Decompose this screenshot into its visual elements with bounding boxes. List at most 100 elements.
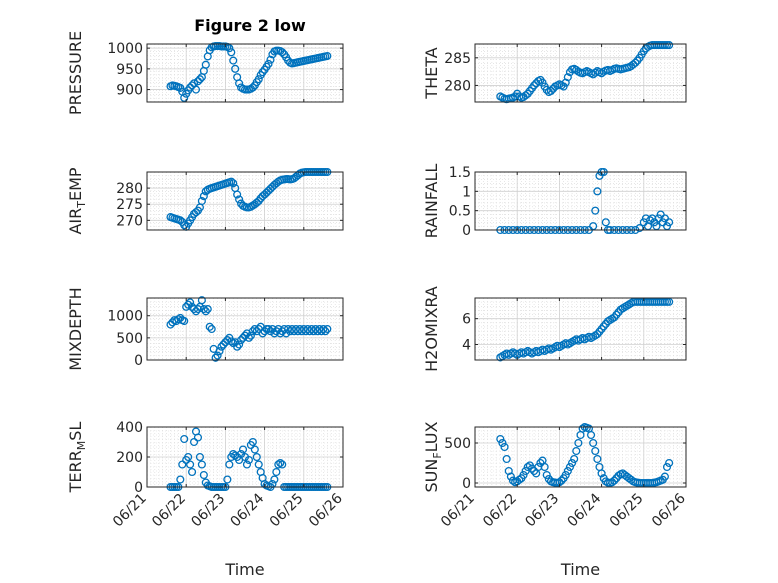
y-tick-label: 0.5 — [449, 204, 471, 220]
data-point — [660, 472, 669, 481]
y-tick-label: 4 — [462, 338, 471, 354]
data-point — [586, 430, 596, 440]
y-axis-label: SUNFLUX — [422, 421, 444, 492]
data-point — [559, 82, 568, 91]
axes-box — [146, 297, 344, 361]
y-tick-label: 0 — [134, 480, 143, 496]
data-point — [252, 452, 261, 462]
y-axis-label: TERRMSL — [66, 422, 88, 494]
data-point — [276, 458, 285, 468]
data-point — [229, 56, 238, 65]
data-point — [500, 442, 509, 452]
y-tick-label: 280 — [444, 78, 471, 94]
data-point — [244, 455, 253, 465]
data-point — [519, 470, 528, 480]
data-point — [530, 81, 539, 90]
data-point — [570, 454, 579, 464]
y-tick-label: 500 — [116, 331, 143, 347]
y-tick-label: 270 — [116, 213, 143, 229]
data-point — [197, 196, 206, 206]
data-point — [199, 192, 208, 201]
y-tick-label: 200 — [116, 450, 143, 466]
data-point — [627, 475, 636, 484]
data-point — [496, 434, 505, 444]
data-point — [176, 475, 185, 484]
data-point — [506, 472, 515, 481]
y-tick-label: 500 — [444, 436, 471, 452]
axes-box — [146, 43, 344, 103]
x-axis-label: Time — [224, 560, 264, 579]
data-point — [217, 342, 226, 351]
data-point — [591, 206, 600, 215]
data-point — [563, 73, 572, 82]
y-tick-label: 1 — [462, 184, 471, 200]
figure-title: Figure 2 low — [194, 16, 306, 35]
data-point — [272, 327, 281, 336]
data-point — [254, 75, 263, 84]
axes-box — [146, 171, 344, 231]
data-point — [665, 458, 674, 468]
data-point — [608, 478, 617, 487]
data-point — [197, 296, 206, 305]
data-point — [231, 64, 240, 73]
data-point — [189, 437, 199, 447]
data-point — [270, 329, 279, 338]
data-point — [246, 331, 255, 340]
data-point — [223, 475, 232, 484]
data-point — [250, 445, 259, 454]
data-point — [244, 333, 253, 342]
data-point — [201, 60, 210, 69]
data-point — [278, 460, 287, 469]
data-point — [662, 462, 672, 472]
data-point — [264, 59, 273, 68]
data-point — [282, 329, 291, 338]
data-point — [274, 460, 283, 469]
y-axis-label: H2OMIXRA — [422, 286, 441, 372]
axes-box — [474, 43, 687, 103]
data-point — [591, 446, 600, 456]
data-point — [184, 452, 193, 462]
y-tick-label: 0 — [462, 223, 471, 239]
y-tick-label: 0 — [462, 476, 471, 492]
subplot-5: 0 500 1000 MIXDEPTH — [66, 287, 344, 371]
y-tick-label: 1000 — [107, 309, 143, 325]
data-point — [610, 476, 619, 485]
data-point — [574, 438, 583, 448]
data-point — [197, 460, 206, 469]
data-point — [199, 305, 208, 314]
data-point — [176, 216, 185, 225]
data-point — [266, 327, 275, 336]
data-point — [193, 433, 203, 442]
data-point — [215, 347, 224, 356]
data-point — [319, 324, 328, 334]
data-point — [266, 55, 275, 64]
y-tick-label: 400 — [116, 420, 143, 436]
y-tick-label: 950 — [116, 62, 143, 78]
data-point — [523, 462, 532, 472]
data-point — [240, 331, 250, 340]
data-point — [225, 44, 234, 53]
axes-box — [474, 297, 687, 361]
data-point — [258, 68, 267, 77]
data-point — [225, 460, 234, 469]
y-axis-label: MIXDEPTH — [66, 287, 85, 370]
y-tick-label: 1000 — [107, 41, 143, 57]
data-point — [238, 445, 248, 454]
data-point — [561, 470, 570, 480]
y-tick-label: 285 — [444, 51, 471, 67]
data-point — [180, 316, 189, 326]
data-point — [238, 333, 248, 342]
data-point — [502, 454, 511, 464]
data-point — [237, 336, 246, 345]
data-point — [195, 75, 204, 84]
data-point — [219, 340, 228, 349]
data-point — [597, 469, 606, 478]
data-point — [276, 329, 285, 338]
data-point — [601, 218, 610, 227]
data-point — [180, 221, 189, 230]
data-point — [538, 78, 547, 87]
data-point — [268, 324, 277, 334]
data-point — [565, 462, 574, 472]
data-point — [589, 438, 598, 448]
